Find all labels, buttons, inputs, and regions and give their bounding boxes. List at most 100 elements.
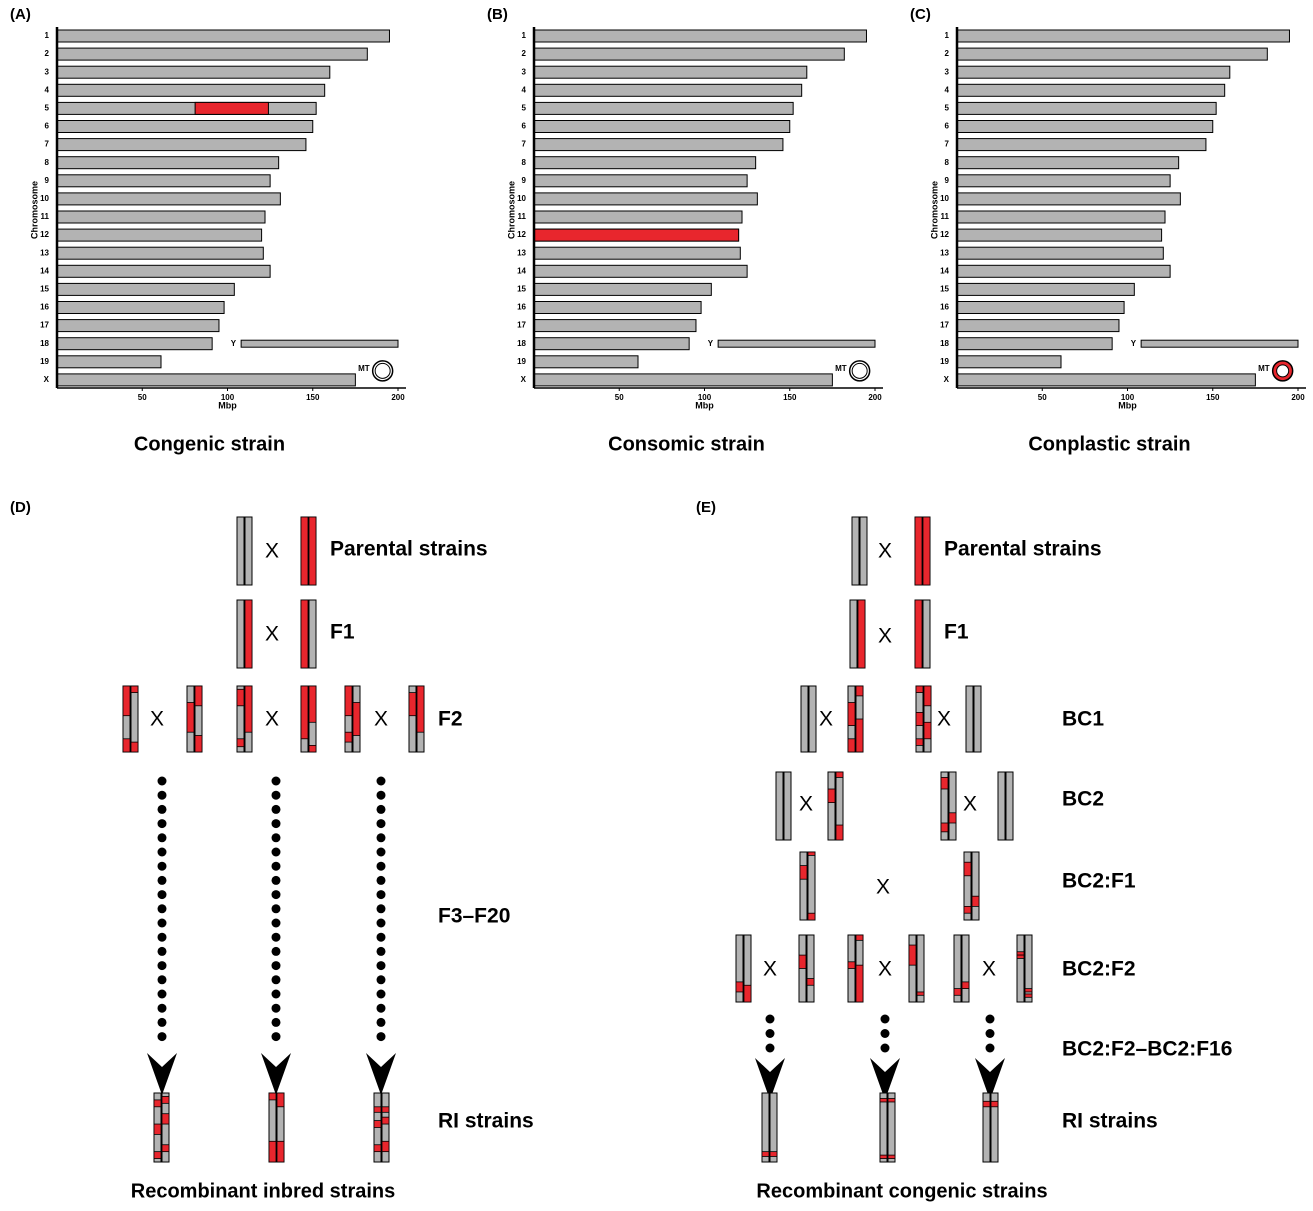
- y-chromosome-label: Y: [708, 339, 714, 348]
- y-tick-label: 12: [40, 230, 49, 239]
- y-tick-label: 19: [40, 357, 49, 366]
- donor-segment: [916, 739, 923, 746]
- y-tick-label: 5: [45, 104, 50, 113]
- x-tick-label: 150: [783, 393, 797, 402]
- bar: [957, 211, 1165, 223]
- donor-segment: [807, 979, 814, 986]
- y-tick-label: 11: [41, 212, 50, 221]
- generation-label: F3–F20: [438, 905, 510, 928]
- chromatid: [860, 517, 867, 585]
- bar: [57, 157, 279, 169]
- y-tick-label: 18: [40, 339, 49, 348]
- y-tick-label: 5: [522, 104, 527, 113]
- donor-segment: [762, 1152, 769, 1157]
- donor-segment: [964, 862, 971, 876]
- dot: [272, 990, 281, 999]
- dot: [158, 890, 167, 899]
- dot: [272, 805, 281, 814]
- donor-segment: [848, 739, 855, 752]
- dot: [377, 1004, 386, 1013]
- cross-symbol: X: [878, 625, 892, 648]
- donor-segment: [888, 1155, 895, 1158]
- bar: [957, 356, 1061, 368]
- donor-segment: [162, 1114, 169, 1124]
- chart-title: Congenic strain: [134, 433, 285, 455]
- bar: [534, 66, 807, 78]
- y-tick-label: 11: [941, 212, 950, 221]
- chart-title: Consomic strain: [608, 433, 765, 455]
- dot: [272, 919, 281, 928]
- donor-segment: [744, 985, 751, 1002]
- dot: [766, 1015, 775, 1024]
- donor-segment: [909, 945, 916, 965]
- chromatid: [237, 600, 244, 668]
- dot: [881, 1044, 890, 1053]
- dot: [158, 819, 167, 828]
- bar: [57, 320, 219, 332]
- panel-label: (E): [696, 499, 716, 516]
- dot: [986, 1044, 995, 1053]
- donor-segment: [154, 1124, 161, 1134]
- donor-segment: [345, 686, 352, 716]
- chromatid: [966, 686, 973, 752]
- cross-symbol: X: [265, 623, 279, 646]
- y-tick-label: 9: [45, 176, 50, 185]
- bar: [57, 229, 262, 241]
- dot: [377, 791, 386, 800]
- dot: [158, 919, 167, 928]
- y-chromosome-label: Y: [1131, 339, 1137, 348]
- dot: [377, 890, 386, 899]
- chromatid: [974, 686, 981, 752]
- bar: [57, 102, 316, 114]
- y-tick-label: 1: [945, 31, 950, 40]
- y-tick-label: X: [944, 375, 950, 384]
- y-tick-label: 2: [522, 49, 527, 58]
- bar: [534, 211, 742, 223]
- y-tick-label: 19: [517, 357, 526, 366]
- dot: [272, 1018, 281, 1027]
- cross-symbol: X: [982, 958, 996, 981]
- chromatid: [880, 1093, 887, 1162]
- mt-label: MT: [1258, 364, 1270, 373]
- cross-symbol: X: [799, 793, 813, 816]
- bar: [534, 265, 747, 277]
- donor-segment: [277, 1141, 284, 1162]
- dot: [377, 862, 386, 871]
- dot: [272, 1032, 281, 1041]
- mt-genome-inner: [852, 363, 867, 378]
- bar: [57, 175, 270, 187]
- y-tick-label: 12: [517, 230, 526, 239]
- cross-symbol: X: [878, 540, 892, 563]
- mt-genome-inner: [375, 363, 390, 378]
- cross-symbol: X: [876, 876, 890, 899]
- donor-segment: [856, 719, 863, 752]
- donor-segment: [836, 825, 843, 840]
- donor-segment: [245, 686, 252, 732]
- y-axis-label: Chromosome: [29, 181, 39, 239]
- x-axis-label: Mbp: [695, 400, 714, 410]
- y-tick-label: 10: [517, 194, 526, 203]
- cross-symbol: X: [878, 958, 892, 981]
- y-chromosome-label: Y: [231, 339, 237, 348]
- y-tick-label: X: [44, 375, 50, 384]
- bar: [57, 66, 330, 78]
- bar: [957, 193, 1180, 205]
- donor-segment: [808, 852, 815, 855]
- dot: [272, 862, 281, 871]
- generation-label: RI strains: [1062, 1110, 1158, 1133]
- bar: [957, 139, 1206, 151]
- dot: [272, 947, 281, 956]
- dot: [158, 833, 167, 842]
- y-tick-label: 16: [940, 303, 949, 312]
- donor-segment: [808, 913, 815, 920]
- figure: (A)12345678910111213141516171819XYMT5010…: [0, 0, 1313, 1206]
- y-axis-label: Chromosome: [929, 181, 939, 239]
- bar: [57, 48, 367, 60]
- dot: [158, 1018, 167, 1027]
- y-tick-label: 16: [40, 303, 49, 312]
- bar: [957, 84, 1225, 96]
- arrow-head: [147, 1053, 177, 1095]
- generation-label: BC2:F1: [1062, 870, 1136, 893]
- y-tick-label: 14: [40, 266, 49, 275]
- donor-segment: [195, 736, 202, 753]
